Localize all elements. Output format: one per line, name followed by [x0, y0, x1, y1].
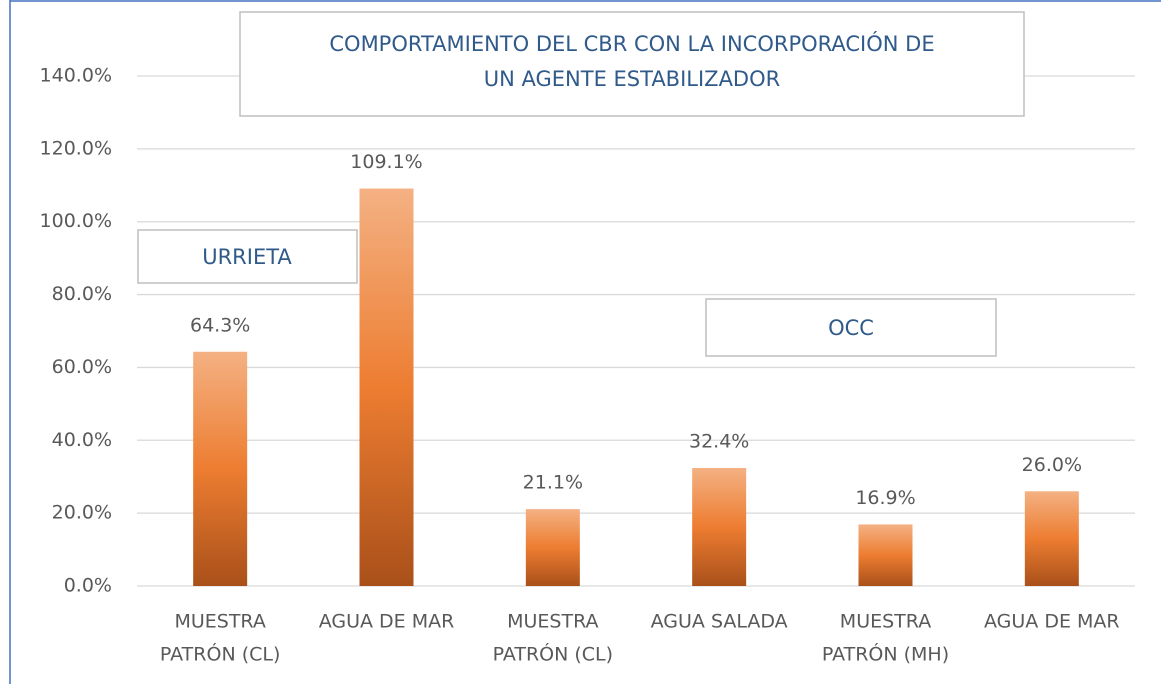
- bar: [525, 509, 580, 586]
- y-tick-label: 20.0%: [52, 502, 112, 524]
- bar: [193, 351, 248, 586]
- bar: [1024, 491, 1079, 586]
- bar: [359, 188, 414, 587]
- x-tick-label: MUESTRA: [507, 611, 598, 633]
- y-tick-label: 100.0%: [40, 210, 112, 232]
- data-label: 64.3%: [190, 314, 250, 336]
- annotation: URRIETA: [202, 245, 292, 269]
- bar: [858, 524, 913, 586]
- chart-title: COMPORTAMIENTO DEL CBR CON LA INCORPORAC…: [329, 31, 934, 56]
- x-tick-label: AGUA DE MAR: [984, 611, 1120, 633]
- y-tick-label: 40.0%: [52, 429, 112, 451]
- y-tick-label: 120.0%: [40, 137, 112, 159]
- x-tick-label: PATRÓN (MH): [822, 642, 949, 666]
- x-tick-label: PATRÓN (CL): [160, 642, 280, 666]
- x-tick-label: AGUA DE MAR: [319, 611, 455, 633]
- x-tick-label: MUESTRA: [840, 611, 931, 633]
- chart-title: UN AGENTE ESTABILIZADOR: [484, 67, 780, 91]
- title-box: [239, 11, 1025, 117]
- x-tick-label: PATRÓN (CL): [493, 642, 613, 666]
- data-label: 21.1%: [523, 472, 583, 494]
- data-label: 26.0%: [1022, 454, 1082, 476]
- y-tick-label: 60.0%: [52, 356, 112, 378]
- annotation: OCC: [828, 316, 874, 340]
- x-tick-label: MUESTRA: [174, 611, 265, 633]
- x-tick-label: AGUA SALADA: [651, 611, 788, 633]
- data-label: 16.9%: [855, 487, 915, 509]
- bar: [692, 467, 747, 586]
- y-tick-label: 140.0%: [40, 65, 112, 87]
- annotation-box: [137, 229, 358, 284]
- data-label: 32.4%: [689, 430, 749, 452]
- y-tick-label: 0.0%: [64, 575, 112, 597]
- y-tick-label: 80.0%: [52, 283, 112, 305]
- annotation-box: [705, 298, 997, 357]
- data-label: 109.1%: [350, 151, 422, 173]
